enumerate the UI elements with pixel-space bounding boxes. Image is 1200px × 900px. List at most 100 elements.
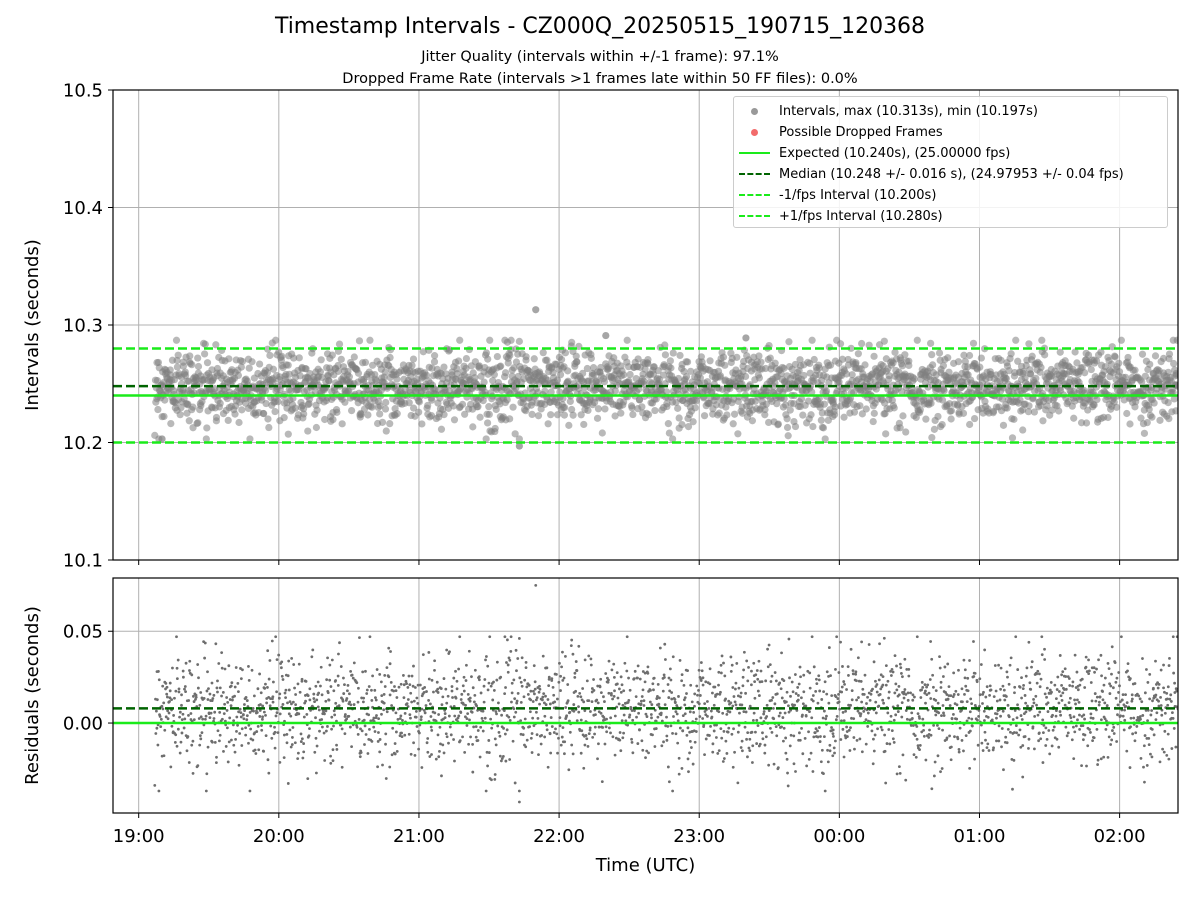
residual-point (274, 714, 278, 718)
residual-point (1064, 675, 1068, 678)
residual-point (732, 695, 736, 698)
residual-point (665, 738, 669, 742)
residual-point (476, 729, 480, 732)
interval-point (1087, 365, 1095, 374)
residual-point (444, 732, 448, 736)
interval-point (179, 362, 188, 370)
residual-point (973, 757, 976, 761)
residual-point (612, 675, 616, 679)
residual-point (823, 789, 827, 793)
residual-point (477, 678, 481, 682)
residual-point (332, 724, 335, 728)
residual-point (1039, 677, 1043, 681)
interval-point (539, 349, 547, 357)
residual-point (403, 733, 407, 737)
residual-point (296, 682, 300, 686)
interval-point (927, 399, 935, 407)
residual-point (454, 696, 458, 700)
residual-point (531, 716, 535, 720)
residual-point (284, 688, 288, 692)
residual-point (1093, 670, 1096, 674)
residual-point (680, 673, 684, 677)
interval-point (189, 403, 197, 411)
interval-point (669, 435, 677, 443)
residual-point (499, 759, 503, 763)
residual-point (697, 668, 701, 672)
residual-point (1044, 744, 1048, 747)
residual-point (413, 686, 417, 689)
residual-point (904, 709, 908, 712)
interval-point (568, 405, 576, 414)
residual-point (564, 706, 568, 709)
residual-point (483, 716, 487, 720)
residual-point (184, 661, 188, 665)
residual-point (1005, 741, 1009, 745)
residual-point (854, 670, 858, 674)
residual-point (683, 712, 687, 716)
residual-point (752, 661, 756, 665)
residual-point (473, 668, 477, 672)
residual-point (982, 690, 985, 694)
residual-point (535, 696, 539, 700)
residual-point (677, 695, 680, 698)
residual-point (358, 755, 362, 759)
interval-point (485, 410, 493, 419)
interval-point (265, 423, 273, 432)
residual-point (715, 723, 718, 727)
residual-point (507, 715, 511, 719)
residual-point (878, 693, 882, 696)
residual-point (297, 662, 301, 666)
residual-point (571, 652, 575, 656)
interval-point (547, 411, 555, 419)
residual-point (1071, 680, 1075, 684)
residual-point (251, 738, 255, 742)
interval-point (785, 338, 793, 346)
residual-point (180, 718, 184, 722)
residual-point (441, 743, 445, 747)
residual-point (937, 711, 941, 715)
residual-point (504, 686, 507, 689)
residual-point (855, 679, 858, 683)
residual-point (510, 691, 514, 695)
residual-point (1089, 681, 1093, 684)
residual-point (607, 691, 611, 695)
interval-point (1146, 360, 1154, 368)
residual-point (470, 710, 474, 714)
residual-point (494, 743, 498, 747)
residual-point (296, 757, 300, 761)
residual-point (506, 670, 510, 674)
residual-point (836, 697, 840, 700)
interval-point (216, 399, 224, 407)
residual-point (430, 753, 433, 756)
interval-point (543, 356, 551, 364)
residual-point (1024, 674, 1028, 678)
residual-point (766, 647, 769, 651)
interval-point (870, 409, 878, 417)
residual-point (873, 733, 877, 737)
residual-point (342, 692, 346, 695)
residual-point (906, 698, 910, 702)
residual-point (882, 701, 885, 705)
residual-point (476, 739, 480, 742)
residual-point (458, 739, 462, 743)
residual-point (893, 691, 897, 695)
residual-point (313, 750, 317, 754)
residual-point (633, 709, 636, 713)
residual-point (727, 699, 731, 703)
interval-point (561, 403, 569, 412)
residual-point (241, 713, 245, 716)
residual-point (981, 749, 985, 752)
residual-point (466, 712, 470, 716)
residual-point (284, 696, 287, 700)
interval-point (842, 370, 851, 378)
residual-point (589, 657, 593, 661)
residual-point (952, 671, 956, 675)
residual-point (844, 709, 848, 713)
residual-point (440, 703, 444, 707)
residual-point (1011, 787, 1014, 791)
residual-point (893, 654, 897, 657)
residual-point (816, 729, 819, 733)
residual-point (864, 718, 868, 722)
residual-point (309, 708, 312, 712)
residual-point (612, 694, 616, 698)
